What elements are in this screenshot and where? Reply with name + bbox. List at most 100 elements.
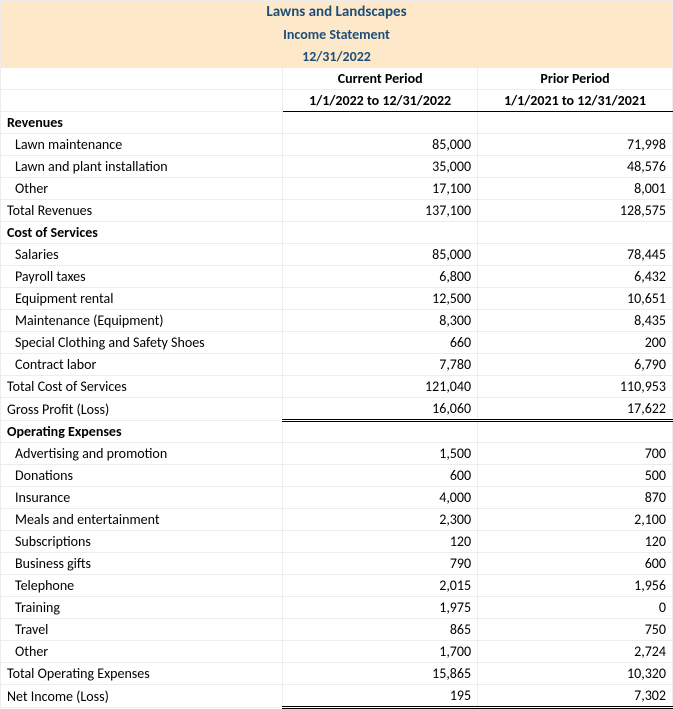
opex-row-3-current: 2,300 <box>283 509 478 531</box>
title-row-as_of: 12/31/2022 <box>1 46 673 68</box>
total-cos-prior: 110,953 <box>478 376 673 398</box>
opex-row-8: Travel865750 <box>1 619 673 641</box>
opex-row-9-label: Other <box>1 641 283 663</box>
blank <box>478 421 673 443</box>
opex-row-5-current: 790 <box>283 553 478 575</box>
cos-row-1-current: 6,800 <box>283 266 478 288</box>
blank <box>283 421 478 443</box>
cos-row-3-current: 8,300 <box>283 310 478 332</box>
revenue-row-0-prior: 71,998 <box>478 134 673 156</box>
total-opex-current: 15,865 <box>283 663 478 685</box>
opex-row-9-prior: 2,724 <box>478 641 673 663</box>
cos-row-0: Salaries85,00078,445 <box>1 244 673 266</box>
opex-row-7-label: Training <box>1 597 283 619</box>
revenues-heading-label: Revenues <box>1 112 283 134</box>
revenue-row-1: Lawn and plant installation35,00048,576 <box>1 156 673 178</box>
cos-row-2-current: 12,500 <box>283 288 478 310</box>
opex-heading: Operating Expenses <box>1 421 673 443</box>
revenue-row-2-prior: 8,001 <box>478 178 673 200</box>
net-income-current: 195 <box>283 685 478 708</box>
blank <box>283 112 478 134</box>
opex-row-9: Other1,7002,724 <box>1 641 673 663</box>
total-revenues-label: Total Revenues <box>1 200 283 222</box>
title-as_of: 12/31/2022 <box>1 46 673 68</box>
cos-row-3-label: Maintenance (Equipment) <box>1 310 283 332</box>
total-revenues: Total Revenues137,100128,575 <box>1 200 673 222</box>
opex-row-8-current: 865 <box>283 619 478 641</box>
opex-row-2: Insurance4,000870 <box>1 487 673 509</box>
revenue-row-0-current: 85,000 <box>283 134 478 156</box>
cos-row-2-prior: 10,651 <box>478 288 673 310</box>
total-cos: Total Cost of Services121,040110,953 <box>1 376 673 398</box>
opex-row-7-current: 1,975 <box>283 597 478 619</box>
revenue-row-1-label: Lawn and plant installation <box>1 156 283 178</box>
opex-row-5: Business gifts790600 <box>1 553 673 575</box>
current-period-label: Current Period <box>283 68 478 90</box>
title-row-report: Income Statement <box>1 24 673 46</box>
cos-row-2: Equipment rental12,50010,651 <box>1 288 673 310</box>
opex-row-1-prior: 500 <box>478 465 673 487</box>
prior-period-range: 1/1/2021 to 12/31/2021 <box>478 90 673 112</box>
opex-row-0: Advertising and promotion1,500700 <box>1 443 673 465</box>
opex-row-3-label: Meals and entertainment <box>1 509 283 531</box>
revenue-row-1-current: 35,000 <box>283 156 478 178</box>
cos-row-4-current: 660 <box>283 332 478 354</box>
cos-row-1-prior: 6,432 <box>478 266 673 288</box>
current-period-range: 1/1/2022 to 12/31/2022 <box>283 90 478 112</box>
income-statement-sheet: Lawns and LandscapesIncome Statement12/3… <box>0 0 673 709</box>
cos-row-4-prior: 200 <box>478 332 673 354</box>
revenue-row-0: Lawn maintenance85,00071,998 <box>1 134 673 156</box>
total-revenues-prior: 128,575 <box>478 200 673 222</box>
gross-profit-prior: 17,622 <box>478 398 673 421</box>
opex-row-7: Training1,9750 <box>1 597 673 619</box>
cos-row-1: Payroll taxes6,8006,432 <box>1 266 673 288</box>
revenue-row-0-label: Lawn maintenance <box>1 134 283 156</box>
title-row-company: Lawns and Landscapes <box>1 1 673 24</box>
revenue-row-2-current: 17,100 <box>283 178 478 200</box>
blank <box>1 68 283 90</box>
opex-row-5-prior: 600 <box>478 553 673 575</box>
gross-profit: Gross Profit (Loss)16,06017,622 <box>1 398 673 421</box>
cos-row-0-label: Salaries <box>1 244 283 266</box>
blank <box>1 90 283 112</box>
revenue-row-2: Other17,1008,001 <box>1 178 673 200</box>
period-header-row: Current PeriodPrior Period <box>1 68 673 90</box>
total-opex: Total Operating Expenses15,86510,320 <box>1 663 673 685</box>
total-cos-label: Total Cost of Services <box>1 376 283 398</box>
total-opex-label: Total Operating Expenses <box>1 663 283 685</box>
opex-row-4-label: Subscriptions <box>1 531 283 553</box>
opex-row-2-current: 4,000 <box>283 487 478 509</box>
cos-heading-label: Cost of Services <box>1 222 283 244</box>
opex-row-0-prior: 700 <box>478 443 673 465</box>
total-opex-prior: 10,320 <box>478 663 673 685</box>
cos-row-5-label: Contract labor <box>1 354 283 376</box>
opex-row-0-current: 1,500 <box>283 443 478 465</box>
cos-row-3: Maintenance (Equipment)8,3008,435 <box>1 310 673 332</box>
cos-row-0-prior: 78,445 <box>478 244 673 266</box>
opex-row-6-current: 2,015 <box>283 575 478 597</box>
opex-row-6: Telephone2,0151,956 <box>1 575 673 597</box>
opex-row-3-prior: 2,100 <box>478 509 673 531</box>
title-company: Lawns and Landscapes <box>1 1 673 24</box>
opex-row-9-current: 1,700 <box>283 641 478 663</box>
revenue-row-1-prior: 48,576 <box>478 156 673 178</box>
revenue-row-2-label: Other <box>1 178 283 200</box>
opex-row-5-label: Business gifts <box>1 553 283 575</box>
opex-row-8-prior: 750 <box>478 619 673 641</box>
cos-row-5: Contract labor7,7806,790 <box>1 354 673 376</box>
total-cos-current: 121,040 <box>283 376 478 398</box>
cos-row-4: Special Clothing and Safety Shoes660200 <box>1 332 673 354</box>
income-statement-table: Lawns and LandscapesIncome Statement12/3… <box>0 0 673 709</box>
title-report: Income Statement <box>1 24 673 46</box>
net-income: Net Income (Loss)1957,302 <box>1 685 673 708</box>
opex-row-0-label: Advertising and promotion <box>1 443 283 465</box>
period-range-row: 1/1/2022 to 12/31/20221/1/2021 to 12/31/… <box>1 90 673 112</box>
blank <box>283 222 478 244</box>
cos-row-0-current: 85,000 <box>283 244 478 266</box>
blank <box>478 222 673 244</box>
opex-row-4-current: 120 <box>283 531 478 553</box>
gross-profit-label: Gross Profit (Loss) <box>1 398 283 421</box>
opex-row-1-current: 600 <box>283 465 478 487</box>
opex-row-8-label: Travel <box>1 619 283 641</box>
net-income-prior: 7,302 <box>478 685 673 708</box>
